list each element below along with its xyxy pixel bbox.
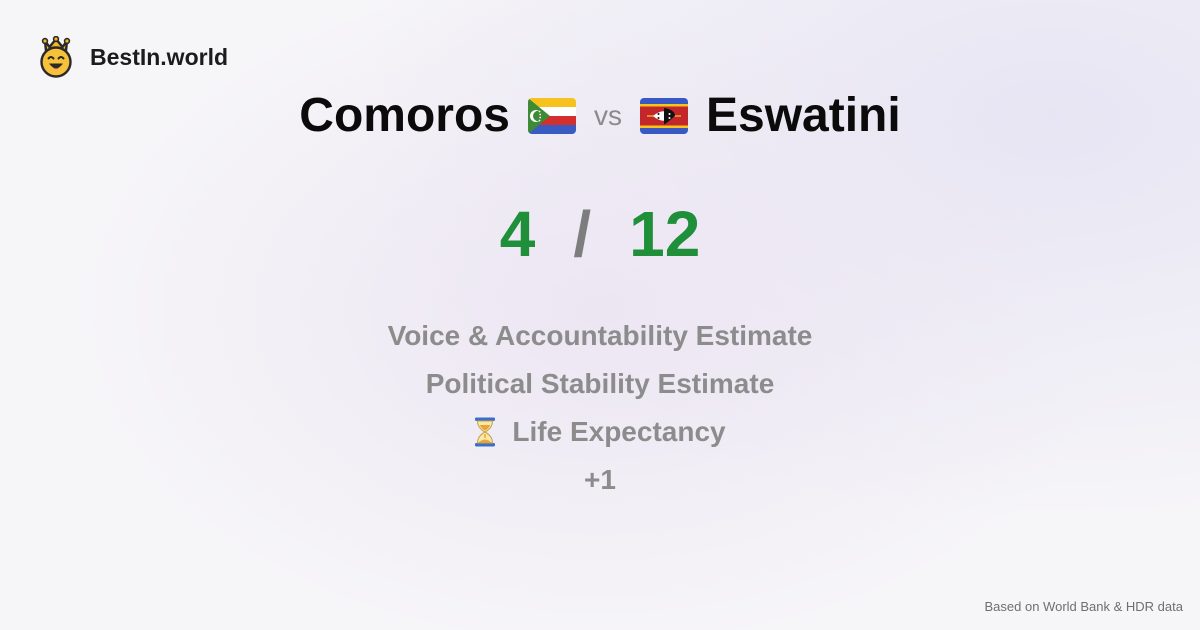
right-score: 12 bbox=[629, 198, 701, 270]
left-score: 4 bbox=[499, 198, 536, 270]
metric-list: Voice & Accountability Estimate Politica… bbox=[0, 312, 1200, 504]
score-summary: 4 / 12 bbox=[0, 196, 1200, 272]
metric-item: Voice & Accountability Estimate bbox=[388, 312, 813, 360]
metric-label: +1 bbox=[584, 464, 616, 495]
brand-logo[interactable]: BestIn.world bbox=[38, 36, 228, 78]
comoros-flag-icon bbox=[527, 97, 576, 134]
metric-label: Life Expectancy bbox=[512, 416, 726, 447]
vs-label: vs bbox=[593, 99, 622, 131]
data-source-note: Based on World Bank & HDR data bbox=[984, 599, 1183, 614]
crown-smile-icon bbox=[38, 36, 74, 78]
metric-item: Political Stability Estimate bbox=[426, 360, 775, 408]
score-separator: / bbox=[573, 198, 592, 270]
metric-label: Political Stability Estimate bbox=[425, 368, 775, 399]
comparison-title: Comoros vs Eswati bbox=[0, 88, 1200, 143]
metric-label: Voice & Accountability Estimate bbox=[387, 320, 813, 351]
hourglass-icon bbox=[474, 417, 496, 447]
brand-name: BestIn.world bbox=[90, 43, 229, 70]
more-metrics-count[interactable]: +1 bbox=[584, 456, 616, 504]
metric-item: Life Expectancy bbox=[474, 408, 726, 456]
eswatini-flag-icon bbox=[639, 97, 688, 134]
right-country-name[interactable]: Eswatini bbox=[705, 89, 901, 142]
left-country-name[interactable]: Comoros bbox=[299, 89, 510, 142]
